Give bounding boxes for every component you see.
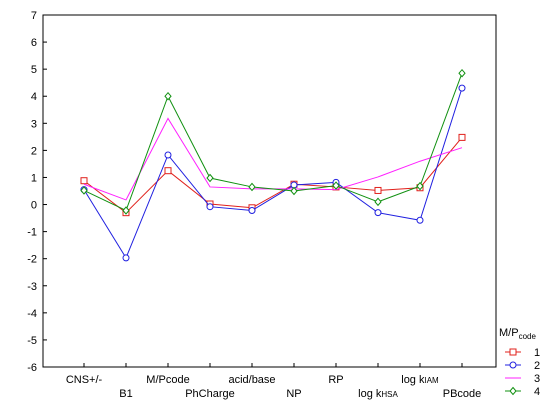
plot-frame bbox=[42, 14, 497, 368]
y-tick-label: -1 bbox=[27, 227, 37, 239]
data-point bbox=[164, 91, 172, 101]
y-tick-label: -4 bbox=[27, 308, 37, 320]
y-tick-label: 7 bbox=[31, 10, 37, 22]
y-tick-label: -3 bbox=[27, 281, 37, 293]
data-point bbox=[248, 206, 256, 214]
y-tick-label: -2 bbox=[27, 254, 37, 266]
legend-marker bbox=[509, 348, 517, 356]
data-point bbox=[206, 173, 214, 183]
data-point bbox=[122, 254, 130, 262]
series-3 bbox=[83, 117, 463, 201]
legend-label: 2 bbox=[534, 360, 540, 372]
legend-item-4: 4 bbox=[505, 386, 540, 398]
legend-label: 4 bbox=[534, 386, 540, 398]
legend-marker bbox=[509, 361, 517, 369]
x-tick-label: CNS+/- bbox=[66, 374, 103, 386]
y-tick-label: 1 bbox=[31, 172, 37, 184]
data-point bbox=[332, 181, 340, 190]
x-tick-label: M/Pcode bbox=[146, 374, 189, 386]
data-point bbox=[374, 197, 382, 207]
data-point bbox=[164, 151, 172, 159]
data-point bbox=[80, 186, 88, 195]
legend-marker bbox=[509, 386, 517, 396]
series-layer bbox=[80, 68, 466, 262]
data-point bbox=[458, 133, 466, 141]
data-point bbox=[206, 203, 214, 211]
x-tick-label: PBcode bbox=[443, 388, 482, 400]
series-2 bbox=[80, 84, 466, 262]
series-4 bbox=[80, 68, 466, 215]
legend-item-2: 2 bbox=[505, 360, 540, 372]
y-tick-label: 4 bbox=[31, 91, 37, 103]
data-point bbox=[416, 216, 424, 224]
x-tick-label: RP bbox=[328, 374, 343, 386]
series-line bbox=[83, 87, 463, 259]
x-tick-label: NP bbox=[286, 388, 301, 400]
x-tick-label: PhCharge bbox=[185, 388, 235, 400]
y-tick-label: 3 bbox=[31, 118, 37, 130]
x-tick-label: log kIAM bbox=[401, 374, 439, 386]
x-tick-label: acid/base bbox=[228, 374, 275, 386]
series-line bbox=[83, 73, 463, 212]
y-tick-label: 5 bbox=[31, 64, 37, 76]
series-line bbox=[83, 137, 463, 214]
legend-label: 1 bbox=[534, 347, 540, 359]
x-tick-label: log kHSA bbox=[358, 388, 398, 400]
legend-label: 3 bbox=[534, 373, 540, 385]
data-point bbox=[122, 206, 130, 215]
data-point bbox=[458, 84, 466, 92]
y-tick-label: 6 bbox=[31, 37, 37, 49]
y-tick-label: 0 bbox=[31, 200, 37, 212]
data-point bbox=[374, 186, 382, 194]
x-axis: CNS+/- B1 M/Pcode PhCharge acid/base NP RP log … bbox=[66, 363, 481, 400]
legend-title: M/Pcode bbox=[499, 327, 536, 341]
legend-item-3: 3 bbox=[505, 373, 540, 385]
x-tick-label: B1 bbox=[119, 388, 132, 400]
data-point bbox=[458, 68, 466, 78]
legend-item-1: 1 bbox=[505, 347, 540, 359]
series-line bbox=[83, 117, 463, 201]
y-tick-label: 2 bbox=[31, 145, 37, 157]
data-point bbox=[248, 182, 256, 192]
data-point bbox=[164, 167, 172, 175]
y-tick-label: -5 bbox=[27, 335, 37, 347]
y-axis: -6 -5 -4 -3 -2 -1 0 1 2 3 4 5 6 7 bbox=[27, 10, 47, 374]
data-point bbox=[374, 209, 382, 217]
y-tick-label: -6 bbox=[27, 362, 37, 374]
data-point bbox=[290, 186, 298, 196]
data-point bbox=[80, 177, 88, 185]
data-point bbox=[416, 181, 424, 191]
